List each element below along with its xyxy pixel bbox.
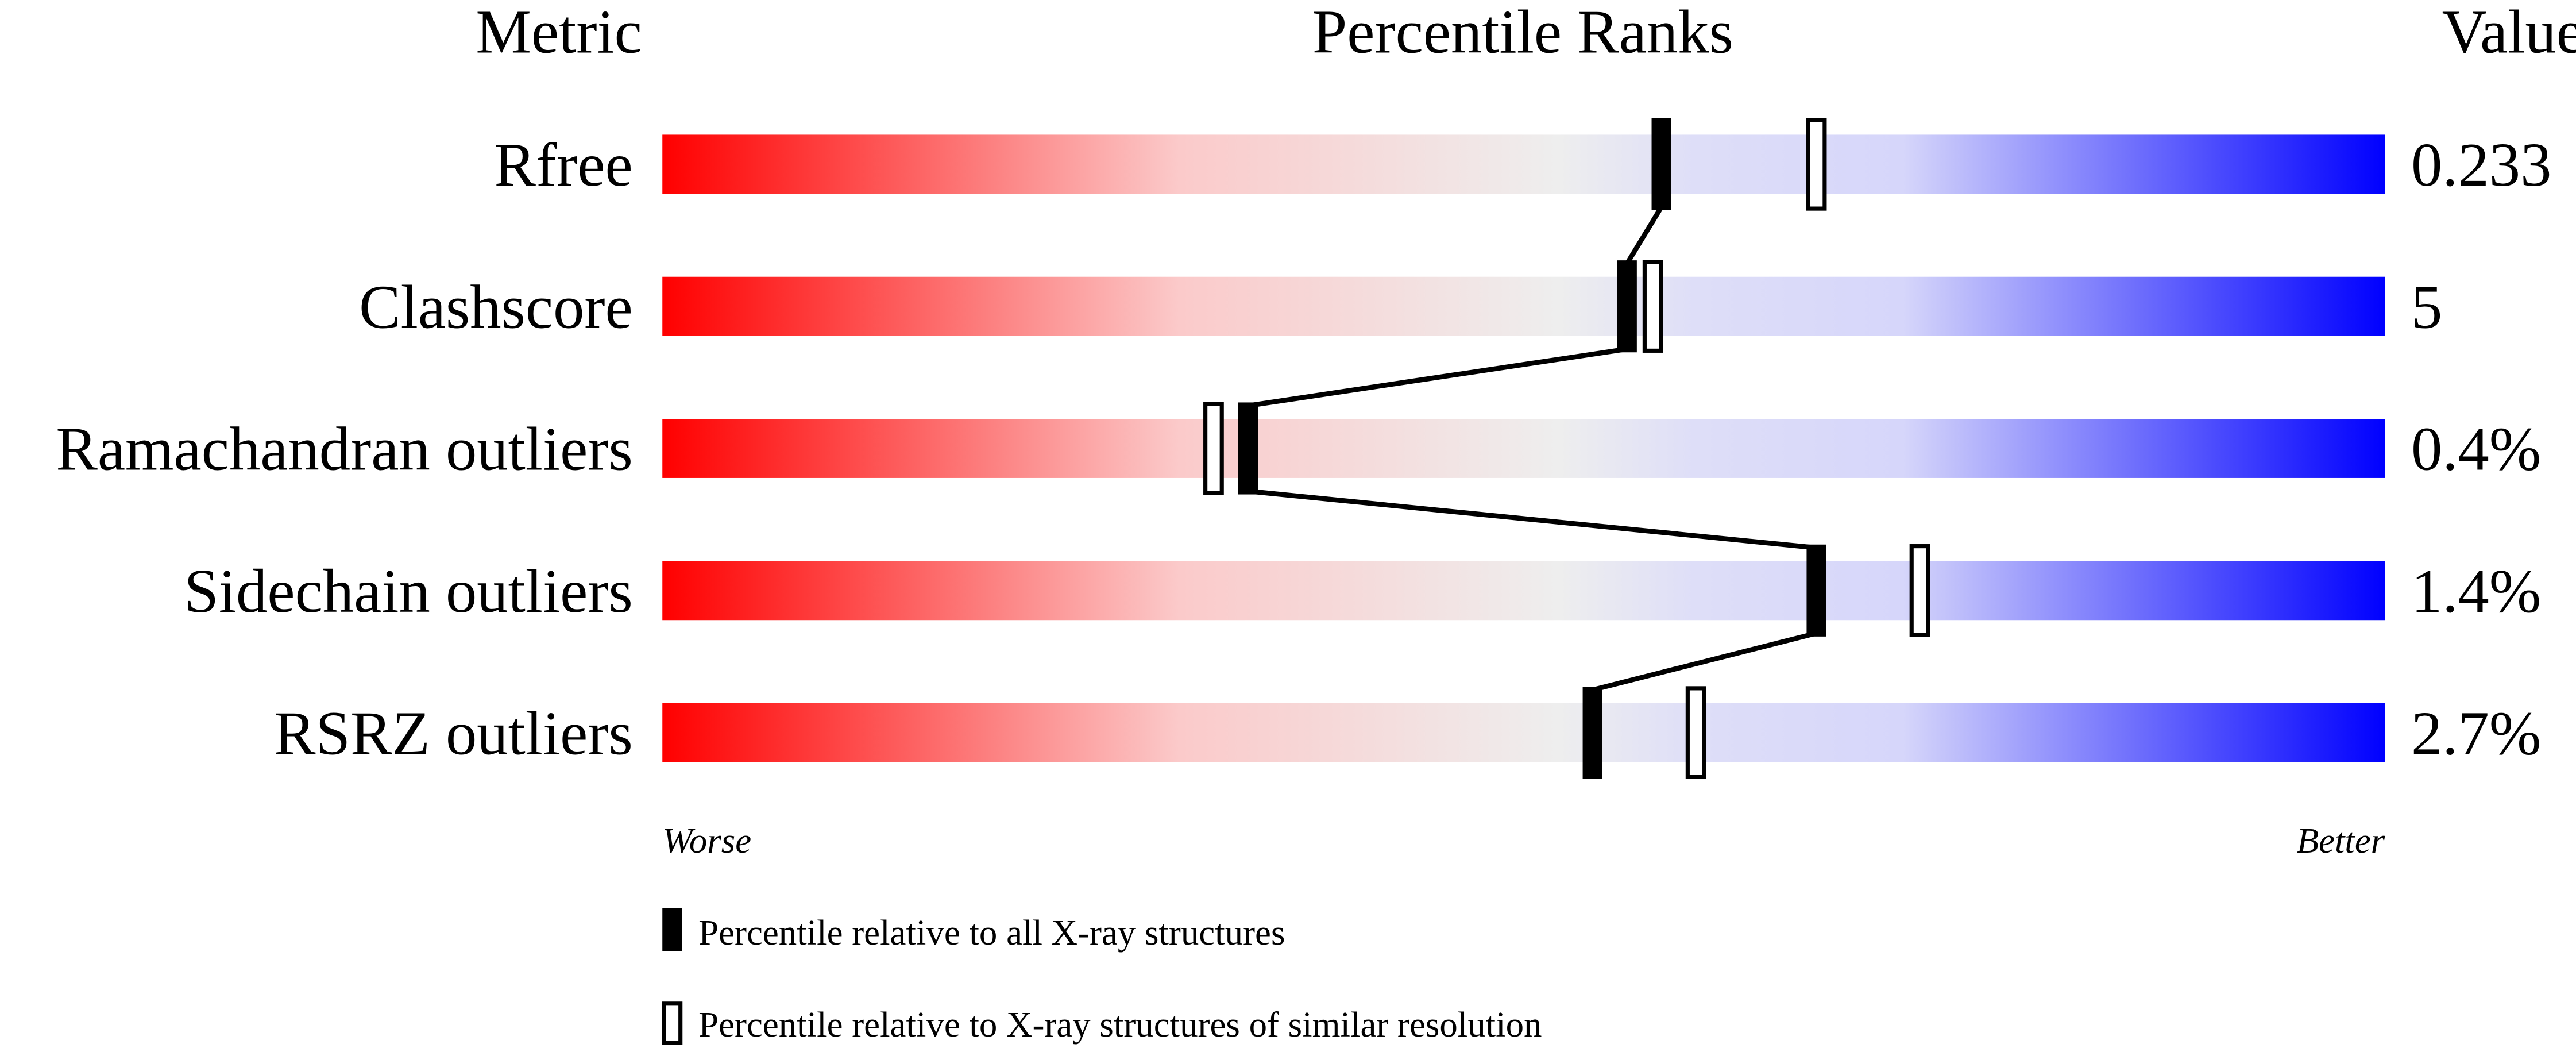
connector-line — [1248, 346, 1628, 409]
marker-all-structures — [1617, 260, 1637, 353]
marker-similar-resolution — [1685, 686, 1706, 779]
connector-line — [1625, 205, 1664, 265]
marker-all-structures — [1651, 118, 1671, 210]
legend-open-marker — [662, 1001, 683, 1045]
gradient-bar — [662, 703, 2385, 762]
marker-similar-resolution — [1909, 544, 1930, 637]
legend-filled-label: Percentile relative to all X-ray structu… — [698, 912, 1285, 953]
axis-label-better: Better — [2297, 820, 2385, 861]
marker-similar-resolution — [1806, 118, 1827, 211]
marker-similar-resolution — [1203, 402, 1224, 495]
metric-value: 1.4% — [2411, 557, 2541, 626]
legend-filled-marker — [662, 908, 682, 951]
gradient-bar — [662, 276, 2385, 336]
marker-all-structures — [1238, 402, 1258, 495]
header-value: Value — [2442, 0, 2576, 66]
axis-label-worse: Worse — [662, 820, 751, 861]
marker-all-structures — [1582, 687, 1602, 779]
header-metric: Metric — [476, 0, 642, 66]
metric-label: RSRZ outliers — [274, 699, 633, 768]
metric-label: Rfree — [495, 130, 633, 199]
legend-open-label: Percentile relative to X-ray structures … — [698, 1004, 1542, 1045]
connector-line — [1248, 488, 1817, 550]
metric-value: 0.233 — [2411, 130, 2551, 199]
metric-value: 5 — [2411, 272, 2442, 341]
marker-all-structures — [1806, 544, 1826, 637]
connector-line — [1592, 630, 1817, 692]
metric-label: Clashscore — [359, 272, 633, 341]
header-percentile-ranks: Percentile Ranks — [1312, 0, 1733, 66]
gradient-bar — [662, 419, 2385, 478]
metric-label: Sidechain outliers — [184, 557, 632, 626]
metric-value: 2.7% — [2411, 699, 2541, 768]
marker-similar-resolution — [1642, 260, 1663, 353]
metric-label: Ramachandran outliers — [56, 415, 632, 484]
gradient-bar — [662, 561, 2385, 621]
gradient-bar — [662, 134, 2385, 194]
metric-value: 0.4% — [2411, 415, 2541, 484]
